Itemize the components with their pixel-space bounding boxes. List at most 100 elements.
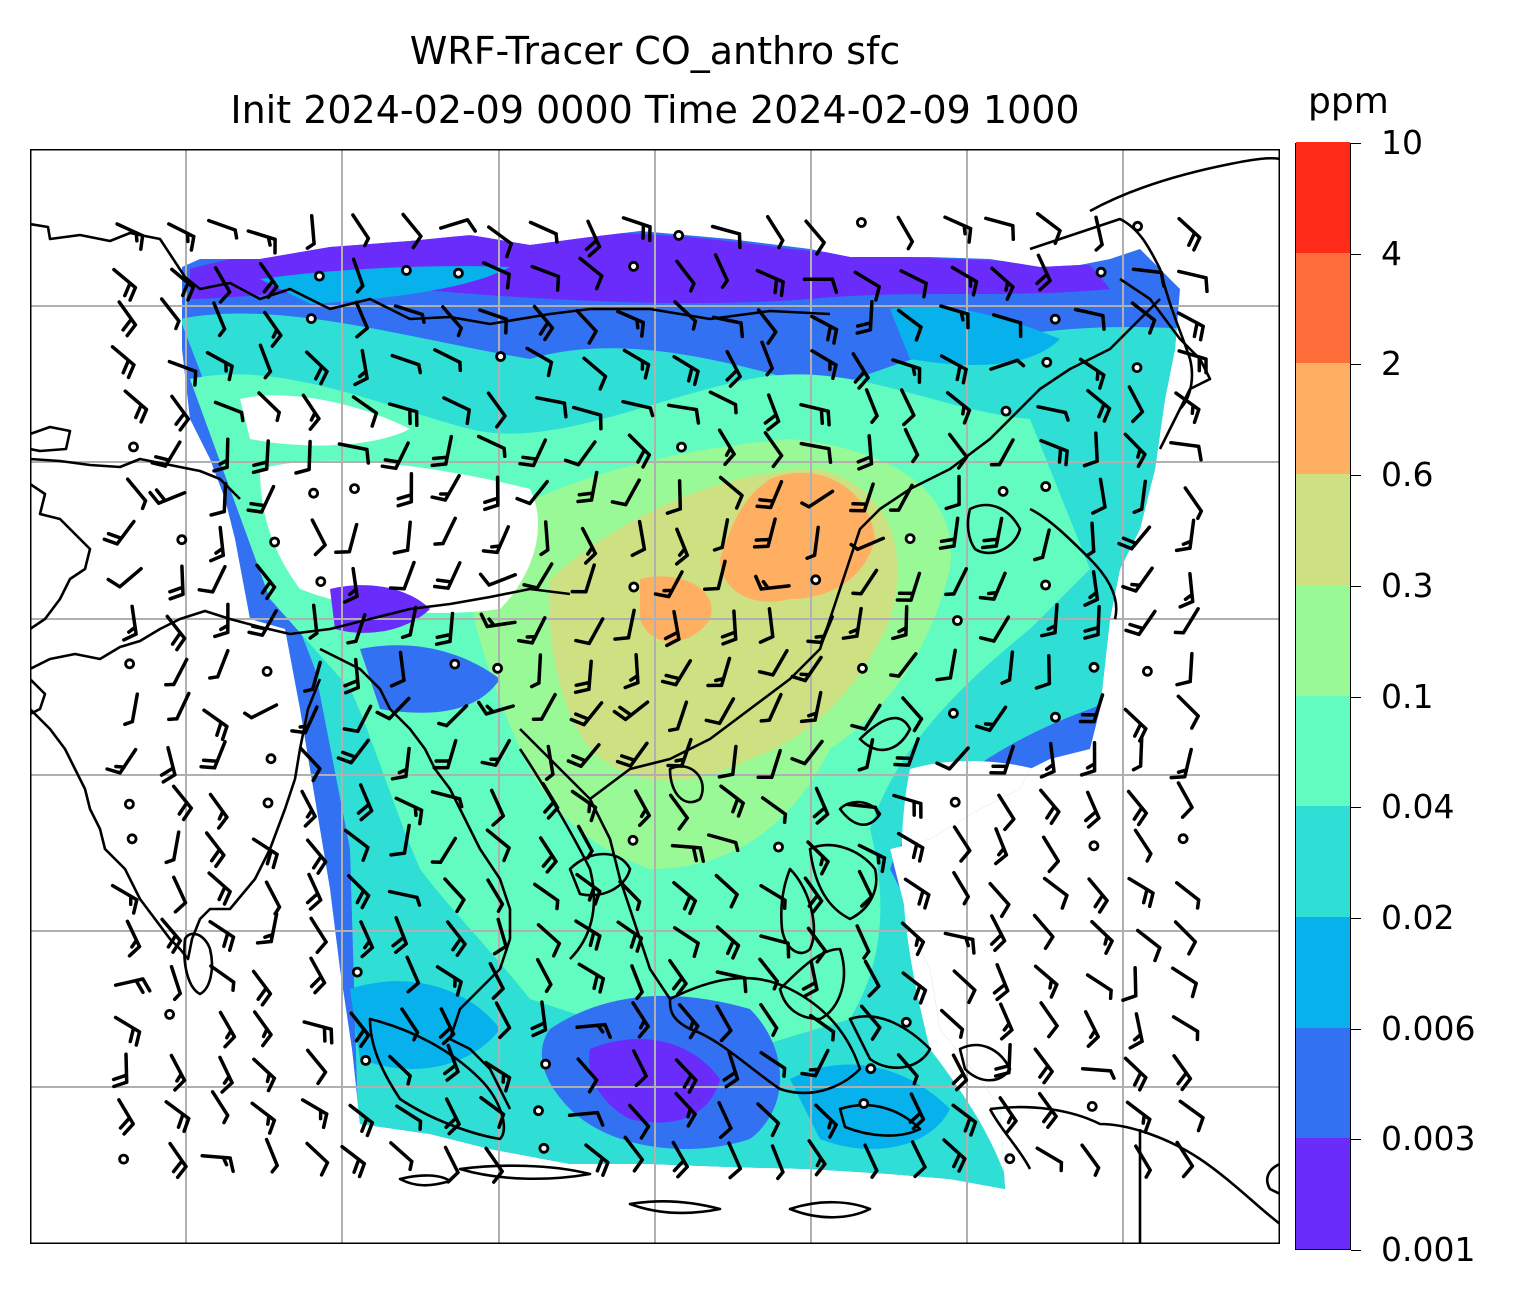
wind-barb <box>990 266 1015 301</box>
wind-barb <box>790 739 824 766</box>
coastlines-borders <box>30 156 1280 1244</box>
wind-barb <box>530 1000 548 1038</box>
wind-barb <box>258 261 279 300</box>
calm-marker <box>1142 665 1153 677</box>
wind-barb <box>106 566 143 589</box>
wind-barb <box>445 920 467 957</box>
wind-barb <box>1041 835 1061 874</box>
wind-barb <box>441 305 463 338</box>
wind-barb <box>1091 477 1107 515</box>
wind-barb <box>801 960 819 998</box>
wind-barb <box>582 356 608 391</box>
colorbar-segment <box>1296 584 1350 696</box>
calm-marker <box>1177 833 1189 845</box>
wind-barb <box>899 269 928 299</box>
calm-marker <box>492 662 504 674</box>
wind-barb <box>757 648 789 677</box>
wind-barb <box>908 1092 926 1131</box>
lat-lon-gridlines <box>30 149 1280 1244</box>
calm-marker <box>118 1153 129 1165</box>
wind-barb <box>515 479 549 506</box>
colorbar-tick <box>1351 917 1361 919</box>
wind-barb <box>752 517 777 549</box>
wind-barb <box>481 261 511 290</box>
calm-marker <box>452 267 464 279</box>
wind-barb <box>544 744 555 781</box>
wind-barb <box>247 609 278 637</box>
wind-barb <box>167 691 191 722</box>
wind-barb <box>1080 1143 1101 1177</box>
wind-barb <box>800 1048 830 1078</box>
wind-barb <box>1124 609 1157 637</box>
colorbar-tick-label: 0.3 <box>1381 565 1434 605</box>
wind-barb <box>529 653 543 689</box>
wind-barb <box>522 562 554 590</box>
wind-barb <box>805 525 820 560</box>
wind-barb <box>388 560 416 591</box>
wind-barb <box>758 607 775 644</box>
wind-barb <box>1036 405 1070 422</box>
wind-barb <box>672 880 698 916</box>
wind-barb <box>113 1015 142 1047</box>
wind-barb <box>159 297 181 331</box>
wind-barb <box>1131 267 1166 288</box>
calm-marker <box>400 265 412 276</box>
wind-barb <box>481 525 511 555</box>
wind-barb <box>942 1138 967 1173</box>
wind-barb <box>303 660 322 693</box>
wind-barb <box>710 224 742 250</box>
wind-barb <box>212 437 230 473</box>
wind-barb <box>810 314 839 345</box>
wind-barb <box>340 1144 367 1179</box>
wind-barb <box>443 1145 460 1184</box>
wind-barb <box>630 964 644 1001</box>
wind-barb <box>294 439 312 475</box>
calm-marker <box>124 658 135 670</box>
wind-barb <box>218 1010 237 1049</box>
wind-barb <box>538 836 558 874</box>
wind-barb <box>486 878 505 913</box>
wind-barb <box>891 605 909 641</box>
calm-marker <box>900 1016 912 1028</box>
wind-barb <box>305 838 328 875</box>
wind-barb <box>301 393 321 431</box>
wind-barb <box>712 518 730 552</box>
wind-barb <box>1128 1012 1144 1050</box>
wind-barb <box>492 917 508 956</box>
colorbar-segment <box>1296 916 1350 1028</box>
wind-barb <box>803 876 824 914</box>
wind-barb <box>674 1058 698 1094</box>
calm-marker <box>810 574 822 586</box>
wind-barb <box>1170 966 1198 999</box>
wind-barb <box>1173 607 1200 635</box>
wind-barb <box>1176 694 1200 730</box>
wind-barbs <box>102 211 1209 1184</box>
colorbar-tick-label: 4 <box>1381 233 1402 273</box>
wind-barb <box>209 481 228 517</box>
wind-barb <box>618 879 642 912</box>
wind-barb <box>213 602 230 639</box>
calm-marker <box>313 270 325 282</box>
wind-barb <box>1174 391 1201 425</box>
wind-barb <box>943 215 973 244</box>
wind-barb <box>576 1057 599 1094</box>
colorbar-segment <box>1296 141 1350 253</box>
calm-marker <box>349 483 360 495</box>
wind-barb <box>1173 920 1198 956</box>
wind-barb <box>763 430 784 469</box>
wind-barb <box>814 1103 838 1139</box>
wind-barb <box>978 615 1011 643</box>
wind-barb <box>653 570 684 599</box>
wind-barb <box>621 399 655 418</box>
wind-barb <box>950 265 979 297</box>
wind-barb <box>935 648 957 682</box>
calm-marker <box>1086 1101 1098 1112</box>
wind-barb <box>243 703 279 720</box>
wind-barb <box>584 1143 610 1177</box>
colorbar-tick <box>1351 696 1361 698</box>
wind-barb <box>148 488 187 505</box>
wind-barb <box>806 926 828 964</box>
wind-barb <box>263 310 283 348</box>
wind-barb <box>348 1103 375 1138</box>
wind-barb <box>1032 913 1055 951</box>
